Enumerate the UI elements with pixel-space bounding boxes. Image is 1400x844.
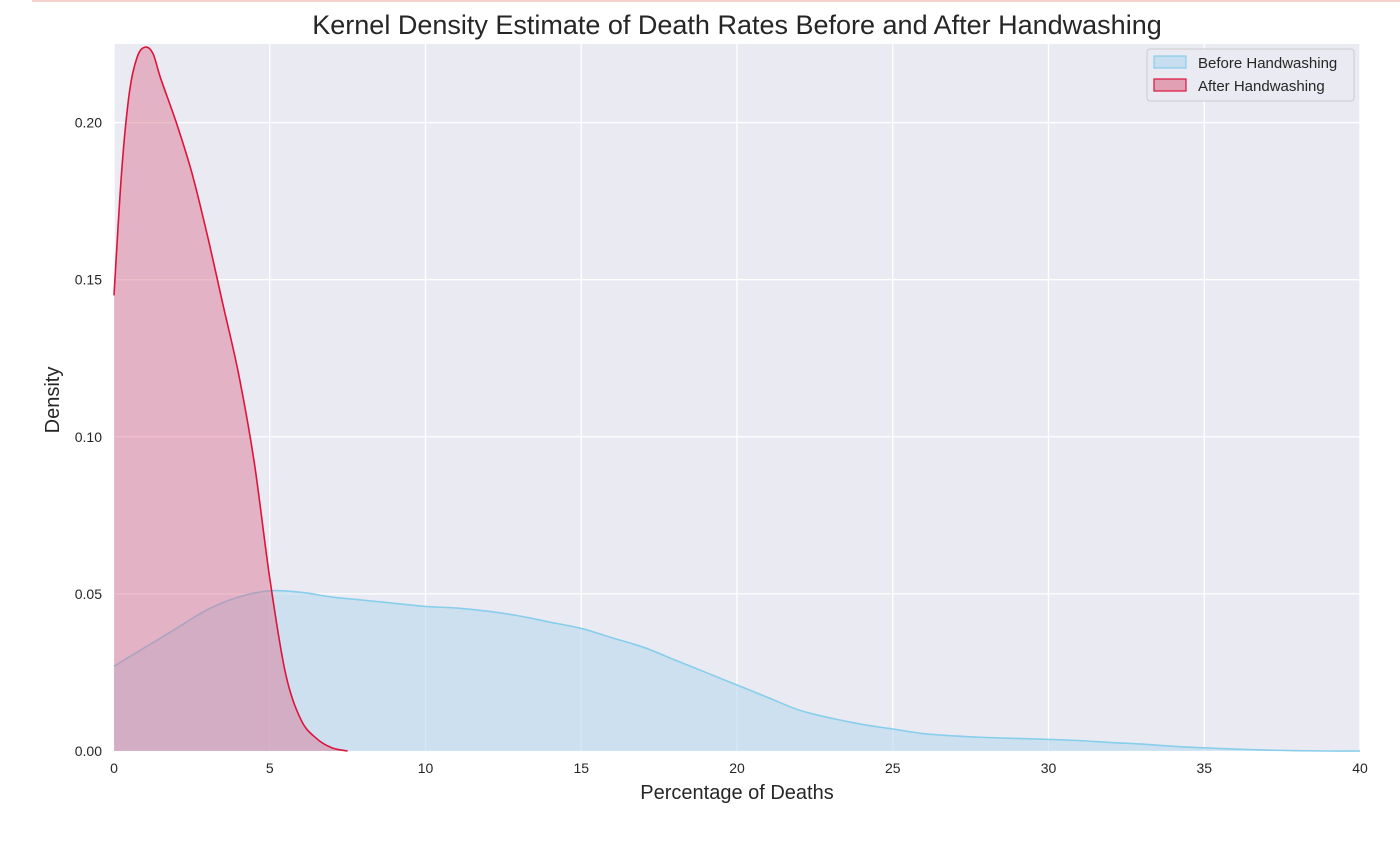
legend-box <box>1146 48 1355 102</box>
y-tick-label: 0.05 <box>75 586 102 602</box>
x-tick-label: 25 <box>885 760 901 776</box>
y-axis-label: Density <box>42 367 64 434</box>
x-tick-label: 5 <box>266 760 274 776</box>
y-tick-label: 0.00 <box>75 743 102 759</box>
x-tick-label: 10 <box>418 760 434 776</box>
y-tick-label: 0.20 <box>75 115 102 131</box>
legend-label-before: Before Handwashing <box>1198 55 1337 72</box>
x-axis-label: Percentage of Deaths <box>640 782 833 804</box>
x-tick-label: 15 <box>573 760 589 776</box>
series-area-after <box>114 47 348 751</box>
legend-swatch-after <box>1153 78 1187 92</box>
series-layer <box>113 46 1361 752</box>
x-tick-label: 0 <box>110 760 118 776</box>
x-tick-label: 20 <box>729 760 745 776</box>
y-tick-label: 0.15 <box>75 272 102 288</box>
legend-swatch-before <box>1153 55 1187 69</box>
series-line-before <box>113 589 1361 752</box>
y-tick-labels: 0.00 0.05 0.10 0.15 0.20 <box>75 115 102 759</box>
x-tick-label: 30 <box>1041 760 1057 776</box>
top-border <box>32 0 1400 2</box>
series-area-before <box>114 590 1360 752</box>
chart-title: Kernel Density Estimate of Death Rates B… <box>312 10 1161 40</box>
legend-label-after: After Handwashing <box>1198 78 1325 95</box>
x-tick-label: 40 <box>1352 760 1368 776</box>
x-tick-labels: 0 5 10 15 20 25 30 35 40 <box>110 760 1368 776</box>
y-tick-label: 0.10 <box>75 429 102 445</box>
x-tick-label: 35 <box>1196 760 1212 776</box>
legend: Before Handwashing After Handwashing <box>1146 48 1355 102</box>
series-line-after <box>113 46 348 752</box>
